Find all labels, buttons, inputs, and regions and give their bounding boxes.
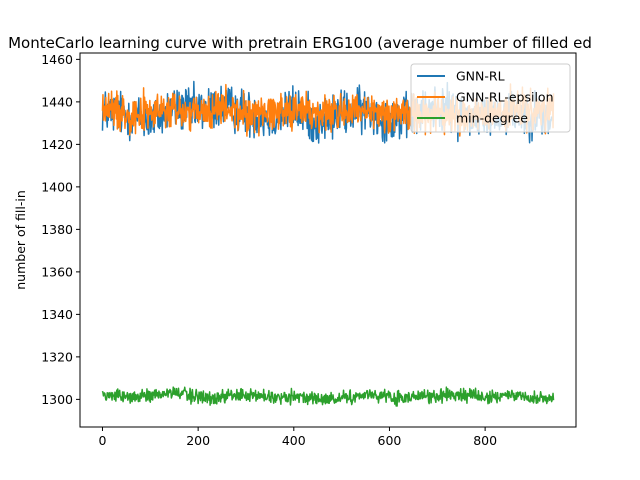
legend: GNN-RL GNN-RL-epsilon min-degree — [410, 63, 571, 133]
x-tick-label: 200 — [186, 433, 210, 448]
y-tick-label: 1320 — [41, 349, 73, 364]
x-tick-label: 800 — [473, 433, 497, 448]
y-tick-label: 1340 — [41, 307, 73, 322]
x-tick-label: 400 — [282, 433, 306, 448]
x-tick-label: 0 — [99, 433, 107, 448]
y-tick-label: 1420 — [41, 137, 73, 152]
y-tick-label: 1360 — [41, 264, 73, 279]
legend-label: GNN-RL — [456, 69, 505, 84]
x-axis: 0 200 400 600 800 — [99, 427, 497, 448]
y-tick-label: 1460 — [41, 52, 73, 67]
legend-label: GNN-RL-epsilon — [456, 90, 554, 105]
legend-box — [410, 63, 571, 133]
series-line-min-degree — [101, 386, 555, 407]
chart-title: MonteCarlo learning curve with pretrain … — [8, 34, 592, 52]
plot-frame — [79, 52, 577, 428]
legend-label: min-degree — [456, 111, 528, 126]
y-tick-label: 1380 — [41, 222, 73, 237]
x-tick-label: 600 — [378, 433, 402, 448]
y-tick-label: 1440 — [41, 94, 73, 109]
y-tick-label: 1400 — [41, 179, 73, 194]
y-axis-label: number of fill-in — [13, 190, 28, 290]
y-tick-label: 1300 — [41, 392, 73, 407]
y-axis: 1300 1320 1340 1360 1380 1400 1420 1440 1460 — [41, 52, 80, 407]
